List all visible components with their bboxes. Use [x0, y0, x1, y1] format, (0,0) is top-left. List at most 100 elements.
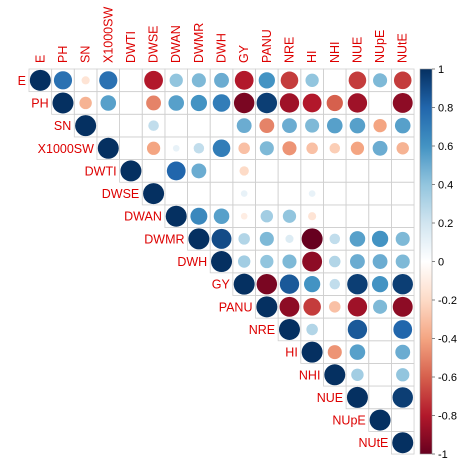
grid-cell: [164, 181, 188, 206]
column-label-PH: PH: [56, 46, 70, 63]
correlation-circle-DWMR-DWH: [211, 228, 232, 249]
grid-cell: [209, 113, 234, 138]
grid-cell: [345, 204, 370, 228]
colorbar-tick-label: 0: [438, 257, 444, 269]
row-label-GY: GY: [212, 278, 231, 292]
grid-cell: [323, 317, 347, 342]
correlation-circle-DWMR-NRE: [285, 234, 294, 243]
grid-cell: [323, 181, 347, 206]
correlation-circle-SN-DWSE: [148, 120, 159, 131]
correlation-circle-E-E: [29, 69, 51, 91]
row-labels: E PH SN X1000SW DWTI DWSE DWAN DWMR DWH GY PANU NRE…: [18, 74, 389, 450]
correlation-circle-GY-NUtE: [392, 273, 413, 295]
correlation-circle-DWAN-PANU: [260, 210, 274, 223]
correlation-circle-X1000SW-NRE: [282, 141, 297, 156]
correlation-circle-X1000SW-NHI: [329, 143, 341, 154]
correlation-circle-PH-DWH: [212, 94, 231, 112]
grid-cell: [368, 91, 392, 115]
correlation-circle-PH-NUE: [347, 93, 368, 113]
correlation-circle-GY-NUE: [347, 273, 368, 295]
correlation-circle-HI-HI: [301, 341, 323, 363]
column-label-E: E: [33, 55, 47, 63]
correlation-circle-PANU-PANU: [256, 296, 278, 318]
correlation-circle-DWH-PANU: [260, 254, 274, 269]
correlation-circle-DWMR-NHI: [329, 233, 341, 245]
correlation-circle-NUpE-NUpE: [369, 409, 391, 431]
correlation-circle-PANU-NUpE: [373, 299, 388, 314]
correlation-circle-GY-HI: [303, 276, 321, 293]
correlation-circle-E-NUpE: [373, 73, 388, 88]
row-label-PANU: PANU: [219, 300, 253, 314]
grid-cell: [164, 113, 188, 138]
correlation-circle-GY-NRE: [279, 274, 300, 294]
correlation-circle-E-NUE: [348, 71, 367, 90]
correlation-circle-NHI-NUE: [351, 368, 364, 381]
grid-cell: [390, 430, 415, 455]
correlation-circle-DWH-NUE: [350, 254, 365, 269]
correlation-circle-PH-NUtE: [392, 93, 413, 113]
correlation-circle-DWH-NUpE: [372, 254, 388, 269]
grid-cell: [390, 181, 415, 206]
correlation-circle-NHI-NHI: [324, 364, 346, 386]
correlation-circle-DWMR-NUpE: [371, 230, 389, 248]
correlation-circle-E-GY: [234, 70, 254, 90]
column-label-HI: HI: [305, 51, 319, 64]
correlation-circle-GY-NUpE: [371, 276, 389, 293]
correlation-circle-DWAN-NRE: [282, 209, 297, 223]
grid-cell: [368, 204, 392, 228]
correlation-circle-E-SN: [81, 76, 90, 85]
colorbar-tick-label: 0.6: [438, 141, 453, 153]
correlation-circle-X1000SW-NUE: [350, 141, 365, 155]
grid-cell: [277, 181, 302, 206]
grid-cell: [119, 91, 143, 115]
correlation-circle-DWH-NRE: [282, 254, 297, 269]
correlation-circle-E-NUtE: [393, 71, 412, 90]
correlation-circle-PH-DWMR: [190, 94, 208, 112]
correlation-circle-GY-PANU: [256, 273, 278, 295]
grid-cell: [209, 159, 234, 183]
correlation-circle-DWMR-GY: [238, 233, 250, 245]
row-label-HI: HI: [285, 346, 298, 360]
correlation-circle-PH-DWAN: [168, 95, 185, 111]
colorbar-tick-label: 0.4: [438, 180, 453, 192]
grid-cell: [345, 181, 370, 206]
column-label-DWMR: DWMR: [192, 23, 206, 63]
correlation-circle-HI-NUtE: [395, 344, 411, 360]
correlation-circle-PH-PH: [52, 92, 74, 114]
column-label-DWSE: DWSE: [147, 26, 161, 64]
correlation-circle-DWSE-HI: [308, 190, 316, 197]
column-label-PANU: PANU: [260, 29, 274, 63]
column-label-DWH: DWH: [215, 33, 229, 63]
grid-cell: [368, 317, 392, 342]
column-label-NUE: NUE: [350, 37, 364, 63]
correlation-circle-DWAN-HI: [308, 212, 317, 221]
column-label-DWTI: DWTI: [124, 31, 138, 63]
correlation-circle-NRE-NUtE: [393, 320, 413, 339]
correlation-circle-X1000SW-X1000SW: [97, 137, 119, 159]
correlation-circle-SN-PANU: [259, 118, 275, 134]
correlation-circle-NUtE-NUtE: [392, 432, 414, 454]
correlation-circle-PH-DWSE: [146, 95, 161, 111]
grid-cell: [119, 136, 143, 160]
grid-cell: [255, 159, 279, 183]
grid-cell: [141, 159, 166, 183]
grid-cell: [187, 113, 211, 138]
correlation-circle-DWH-DWH: [211, 251, 233, 273]
row-label-E: E: [18, 74, 26, 88]
correlation-circle-X1000SW-NUpE: [372, 140, 388, 156]
row-label-SN: SN: [54, 119, 71, 133]
correlation-circle-DWMR-NUtE: [395, 231, 410, 246]
correlation-circle-SN-NRE: [282, 118, 297, 134]
grid-cell: [390, 159, 415, 183]
correlation-circle-DWAN-DWH: [213, 208, 230, 225]
correlation-circle-DWTI-GY: [239, 166, 249, 176]
grid-cell: [119, 113, 143, 138]
correlation-circle-SN-NUtE: [394, 117, 411, 134]
correlation-circle-HI-NHI: [327, 345, 342, 360]
correlation-circle-E-DWAN: [169, 73, 183, 87]
correlation-circle-DWH-HI: [302, 251, 323, 272]
correlation-circle-DWMR-PANU: [259, 231, 274, 246]
correlation-circle-E-DWH: [214, 72, 229, 88]
grid: [28, 68, 415, 455]
